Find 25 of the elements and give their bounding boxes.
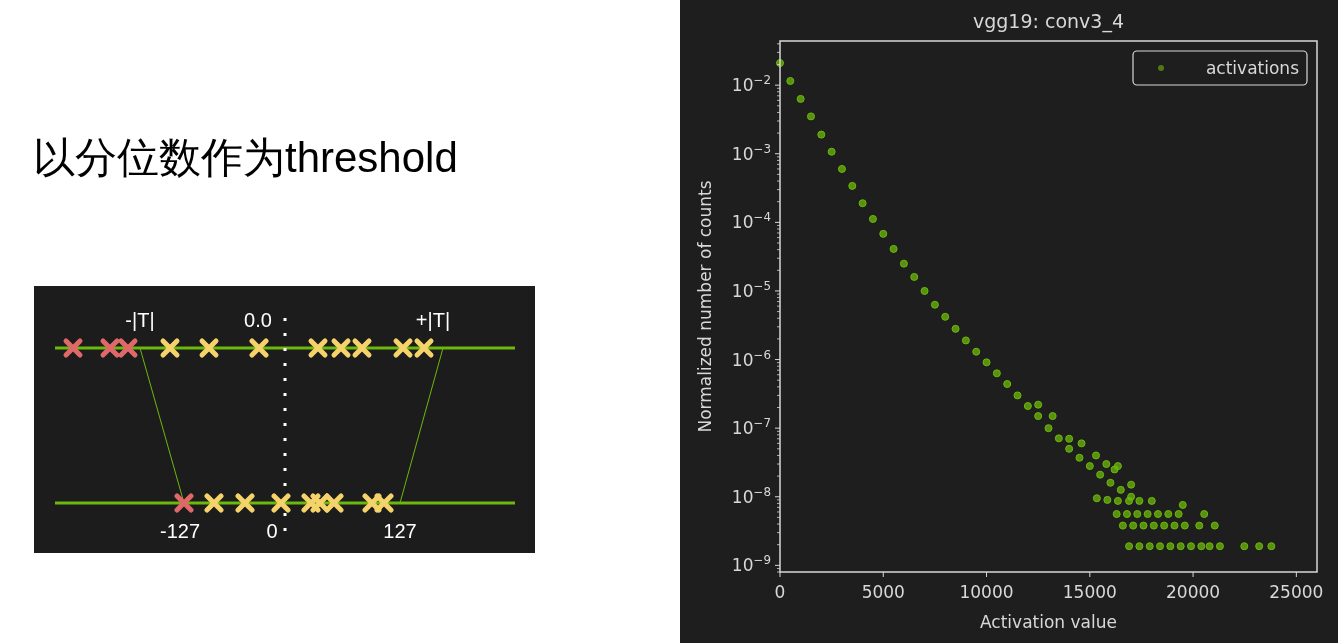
legend: activations (1132, 50, 1308, 86)
y-tick-label: 10$^{−7}$ (731, 416, 771, 439)
y-tick-label: 10$^{−2}$ (731, 73, 771, 96)
chart-title: vgg19: conv3_4 (972, 10, 1125, 33)
x-axis-title: Activation value (980, 612, 1117, 632)
y-tick-label: 10$^{−4}$ (731, 210, 771, 233)
text: 以分位数作为threshold (33, 134, 458, 181)
y-tick-label: 10$^{−6}$ (731, 347, 771, 370)
text: 127 (383, 520, 417, 542)
x-tick-label: 5000 (861, 582, 905, 602)
y-tick-label: 10$^{−3}$ (731, 141, 771, 164)
y-tick-label: 10$^{−8}$ (731, 484, 771, 507)
y-axis-title: Normalized number of counts (695, 180, 715, 433)
text: -127 (159, 520, 201, 542)
y-tick-label: 10$^{−9}$ (731, 553, 771, 576)
x-tick-label: 0 (774, 582, 786, 602)
x-tick-label: 10000 (959, 582, 1014, 602)
text: +|T| (415, 309, 451, 331)
text: 0 (266, 520, 278, 542)
text: -|T| (125, 309, 155, 331)
x-tick-label: 20000 (1166, 582, 1221, 602)
x-tick-label: 25000 (1269, 582, 1324, 602)
x-tick-label: 15000 (1062, 582, 1117, 602)
y-tick-label: 10$^{−5}$ (731, 278, 771, 301)
text: 0.0 (244, 309, 272, 331)
